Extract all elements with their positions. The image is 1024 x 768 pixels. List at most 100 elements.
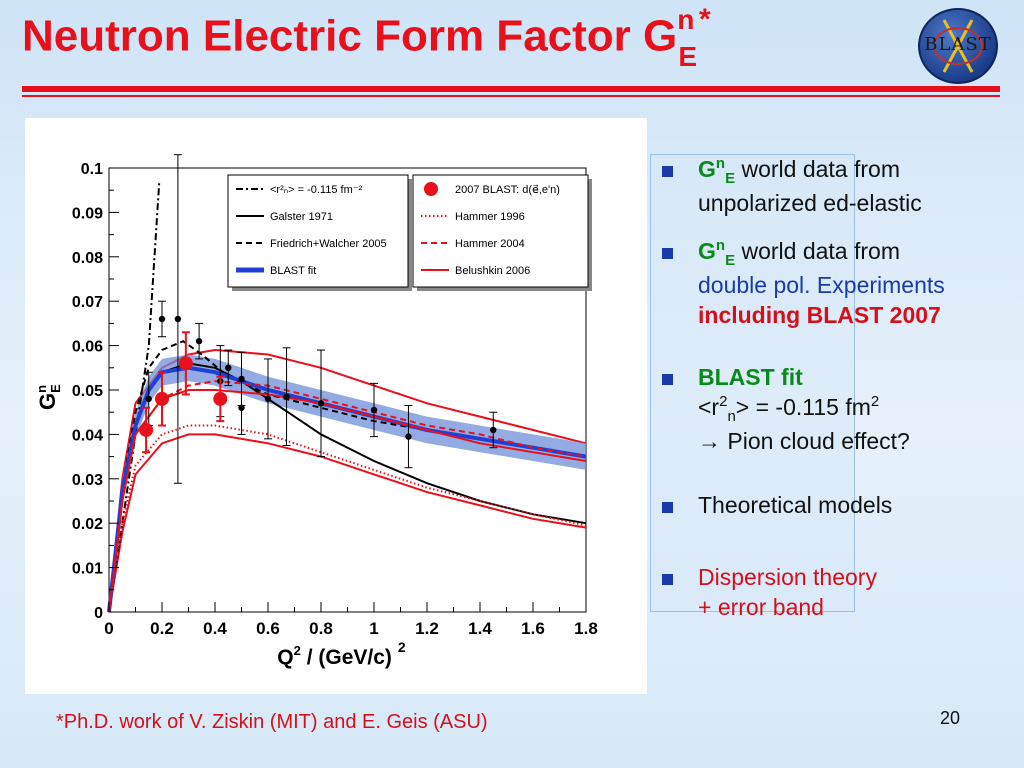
world-data-point — [490, 426, 497, 434]
bullet-square-icon — [662, 166, 673, 177]
bullet-list: GnE world data from unpolarized ed-elast… — [662, 154, 1018, 622]
x-tick-label: 1.4 — [468, 619, 492, 638]
gen-sup: n — [715, 155, 726, 172]
y-tick-label: 0.04 — [72, 427, 103, 444]
world-data-point — [238, 375, 245, 383]
legend-label: Friedrich+Walcher 2005 — [270, 238, 387, 250]
dispersion-band-lower — [108, 433, 587, 613]
world-data-point — [317, 400, 325, 407]
slide-title-sup: n — [677, 4, 695, 35]
gen-symbol: GnE — [698, 237, 735, 269]
y-tick-label: 0.01 — [72, 561, 103, 578]
series-line-4 — [108, 424, 587, 613]
world-data-point — [158, 315, 166, 323]
x-tick-label: 1.2 — [415, 619, 439, 638]
y-tick-label: 0 — [94, 605, 103, 622]
footnote: *Ph.D. work of V. Ziskin (MIT) and E. Ge… — [56, 711, 488, 733]
world-data-point — [283, 393, 290, 400]
bullet-theoretical: Theoretical models — [662, 490, 1018, 520]
gen-sup: n — [715, 237, 726, 254]
formula-a: <r — [698, 394, 720, 420]
slide-title-star: * — [699, 2, 711, 36]
title-rule-thick — [22, 86, 1000, 92]
x-tick-label: 0.2 — [150, 619, 174, 638]
world-data-point — [405, 433, 412, 440]
bullet-1-line2: unpolarized ed-elastic — [698, 190, 922, 216]
radius-formula: <r2n> = -0.115 fm2 — [698, 393, 880, 425]
bullets-frame — [650, 154, 855, 612]
y-tick-label: 0.06 — [72, 339, 103, 356]
bullet-5-line1: Dispersion theory — [698, 564, 877, 590]
x-tick-label: 0.4 — [203, 619, 227, 638]
bullet-square-icon — [662, 502, 673, 513]
x-tick-label: 1.6 — [521, 619, 545, 638]
bullet-double-pol: GnE world data from double pol. Experime… — [662, 236, 1018, 330]
bullet-1-line1: world data from — [735, 156, 900, 182]
y-tick-label: 0.09 — [72, 205, 103, 222]
x-tick-label: 0.6 — [256, 619, 280, 638]
world-data-point — [370, 406, 378, 414]
bullet-3-line1: BLAST fit — [698, 364, 803, 390]
legend-right — [412, 174, 589, 288]
world-data-point — [174, 315, 182, 323]
chart-svg: 0 0.2 0.4 0.6 0.8 1 1.2 1.4 1.6 1.8 0 0.01 0.02 0.03 0… — [34, 154, 598, 669]
legend-label: Galster 1971 — [270, 211, 333, 223]
page-number: 20 — [940, 708, 961, 728]
formula-sup: 2 — [719, 393, 728, 410]
formula-sub: n — [727, 408, 736, 425]
slide-title-sub: E — [678, 41, 698, 73]
bullet-dispersion: Dispersion theory + error band — [662, 562, 1018, 622]
legend-label: <r²ₙ> = -0.115 fm⁻² — [270, 184, 363, 196]
bullet-square-icon — [662, 374, 673, 385]
bullet-square-icon — [662, 574, 673, 585]
logo-cross-icon — [933, 19, 983, 73]
world-data-point — [195, 337, 203, 345]
y-tick-label: 0.03 — [72, 472, 103, 489]
bullet-2-line1: world data from — [735, 238, 900, 264]
bullet-square-icon — [662, 248, 673, 259]
bullet-2-line3: including BLAST 2007 — [698, 302, 941, 328]
dispersion-band-upper — [108, 348, 587, 613]
y-tick-label: 0.05 — [72, 383, 103, 400]
y-tick-label: 0.1 — [81, 161, 103, 178]
legend-label: Hammer 1996 — [455, 211, 525, 223]
world-data-point — [225, 364, 232, 371]
slide-title: Neutron Electric Form Factor GnE* — [22, 3, 711, 73]
bullet-2-line2: double pol. Experiments — [698, 272, 945, 298]
world-data-point — [264, 395, 272, 403]
blast-2007-point — [155, 391, 169, 406]
world-data-point — [238, 404, 245, 411]
y-axis-title: GnE — [34, 384, 63, 410]
y-tick-label: 0.02 — [72, 516, 103, 533]
x-axis-title: Q2 / (GeV/c) 2 — [277, 639, 406, 669]
x-tick-label: 1 — [369, 619, 378, 638]
bullet-3-line3: → Pion cloud effect? — [698, 428, 910, 454]
blast-logo: BLAST — [918, 8, 998, 84]
legend-label: 2007 BLAST: d(e⃗,e'n) — [455, 184, 560, 196]
gen-sub: E — [725, 252, 736, 269]
bullet-5-line2: + error band — [698, 594, 824, 620]
legend-label: Belushkin 2006 — [455, 265, 530, 277]
gen-symbol: GnE — [698, 155, 735, 187]
gen-g: G — [698, 156, 716, 182]
legend-left — [227, 174, 409, 288]
blast-2007-point — [213, 391, 228, 406]
chart-panel: 0 0.2 0.4 0.6 0.8 1 1.2 1.4 1.6 1.8 0 0.01 0.02 0.03 0… — [25, 118, 647, 694]
legend-label: Hammer 2004 — [455, 238, 525, 250]
bullet-4-line1: Theoretical models — [698, 492, 893, 518]
logo-text: BLAST — [924, 34, 992, 55]
x-tick-label: 0 — [104, 619, 113, 638]
formula-b: > = -0.115 fm — [735, 394, 871, 420]
formula-sup2: 2 — [870, 393, 880, 410]
x-tick-label: 1.8 — [574, 619, 598, 638]
x-tick-label: 0.8 — [309, 619, 333, 638]
legend-label: BLAST fit — [270, 265, 316, 277]
bullet-unpolarized: GnE world data from unpolarized ed-elast… — [662, 154, 1018, 218]
bullet-blast-fit: BLAST fit <r2n> = -0.115 fm2 → Pion clou… — [662, 362, 1018, 456]
y-tick-label: 0.07 — [72, 294, 103, 311]
y-tick-label: 0.08 — [72, 250, 103, 267]
legend-marker — [424, 182, 438, 196]
blast-2007-point — [178, 356, 193, 371]
world-data-point — [145, 395, 152, 403]
gen-sub: E — [725, 170, 736, 187]
